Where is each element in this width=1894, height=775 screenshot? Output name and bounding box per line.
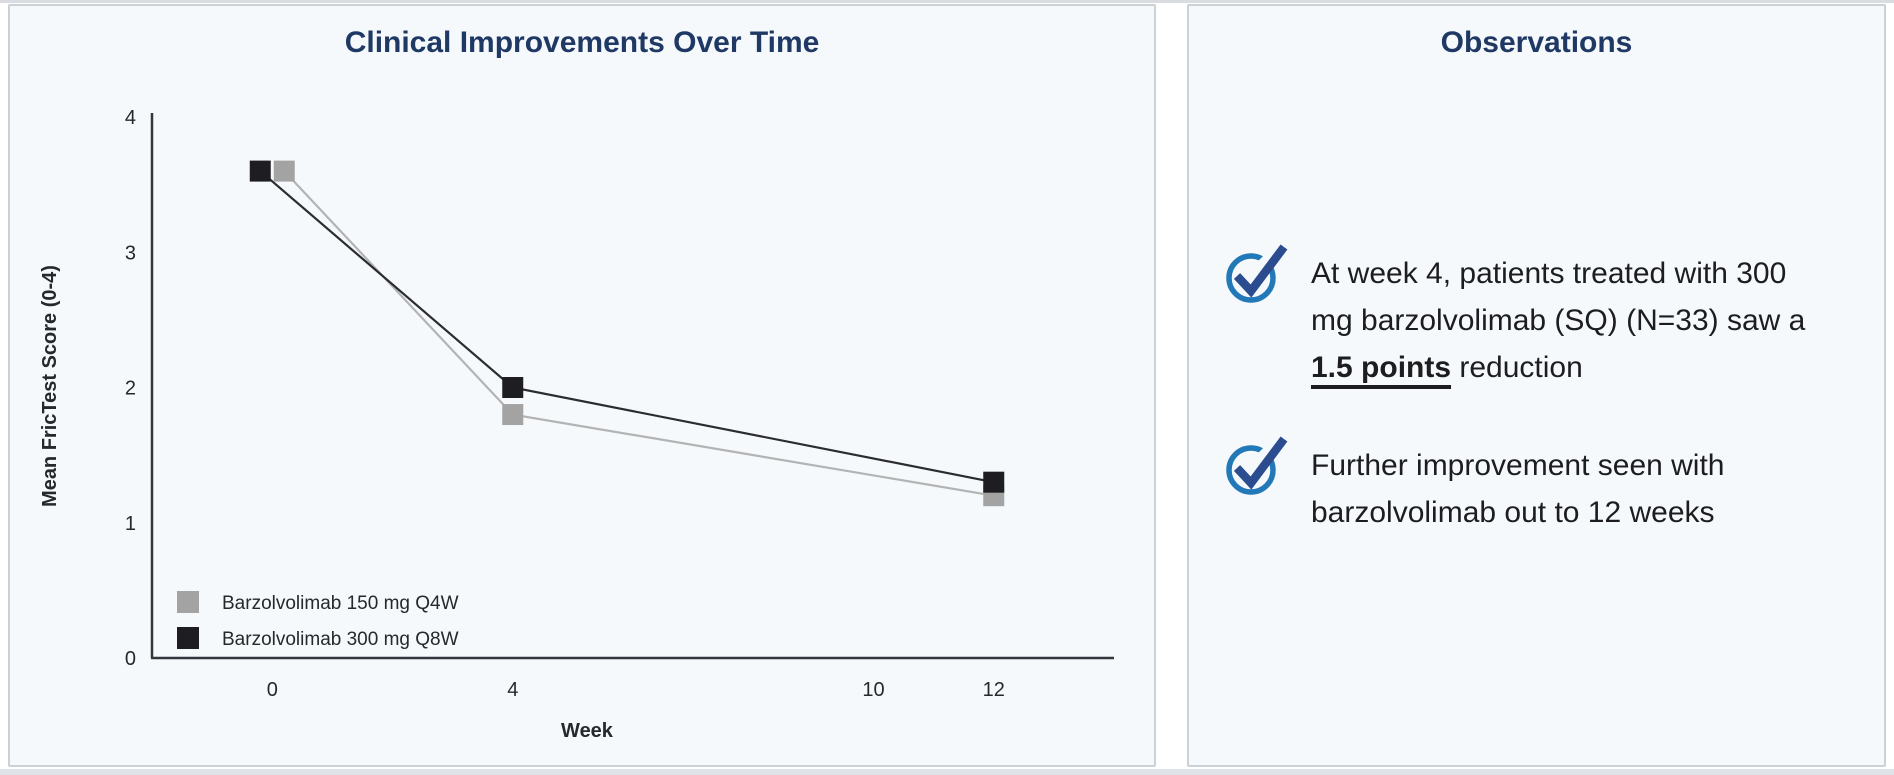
y-axis-title: Mean FricTest Score (0-4)	[39, 265, 61, 507]
y-tick-label: 3	[125, 242, 136, 264]
legend-label: Barzolvolimab 300 mg Q8W	[222, 629, 459, 650]
y-tick-label: 4	[125, 107, 136, 129]
observation-item: Further improvement seen with barzolvoli…	[1225, 432, 1826, 536]
x-tick-label: 10	[862, 679, 884, 701]
series-marker	[502, 377, 524, 398]
check-circle-ring	[1226, 253, 1276, 303]
observation-text-emphasis: 1.5 points	[1311, 351, 1452, 384]
series-marker	[983, 471, 1005, 493]
top-edge-strip	[0, 0, 1894, 3]
legend-label: Barzolvolimab 150 mg Q4W	[222, 593, 459, 614]
x-tick-label: 12	[983, 679, 1005, 701]
legend-swatch	[177, 627, 199, 649]
y-tick-label: 1	[125, 513, 136, 535]
y-tick-label: 2	[125, 378, 136, 400]
series-marker	[249, 160, 271, 182]
check-circle-ring	[1226, 445, 1276, 495]
series-marker	[273, 160, 295, 182]
check-mark	[1233, 436, 1288, 490]
observation-text-before: At week 4, patients treated with 300 mg …	[1311, 257, 1806, 337]
check-circle-icon	[1226, 240, 1289, 303]
check-mark	[1233, 244, 1288, 298]
observation-text: At week 4, patients treated with 300 mg …	[1311, 250, 1826, 391]
legend-swatch	[177, 591, 199, 613]
observation-text-before: Further improvement seen with barzolvoli…	[1311, 449, 1725, 529]
observations-title: Observations	[1440, 26, 1633, 59]
x-tick-label: 4	[507, 679, 518, 701]
chart-title: Clinical Improvements Over Time	[344, 26, 820, 59]
check-circle-icon	[1226, 432, 1289, 495]
series-marker	[502, 404, 524, 426]
x-axis-title: Week	[561, 720, 614, 742]
series-line	[283, 170, 994, 497]
series-line	[259, 170, 994, 484]
y-tick-label: 0	[125, 648, 136, 670]
observations-panel: Observations At week 4, patients treated…	[1187, 4, 1886, 767]
observation-text: Further improvement seen with barzolvoli…	[1311, 442, 1826, 536]
observation-text-after: reduction	[1451, 351, 1583, 384]
bottom-edge-strip	[0, 769, 1894, 775]
observation-item: At week 4, patients treated with 300 mg …	[1225, 240, 1826, 391]
x-tick-label: 0	[267, 679, 278, 701]
